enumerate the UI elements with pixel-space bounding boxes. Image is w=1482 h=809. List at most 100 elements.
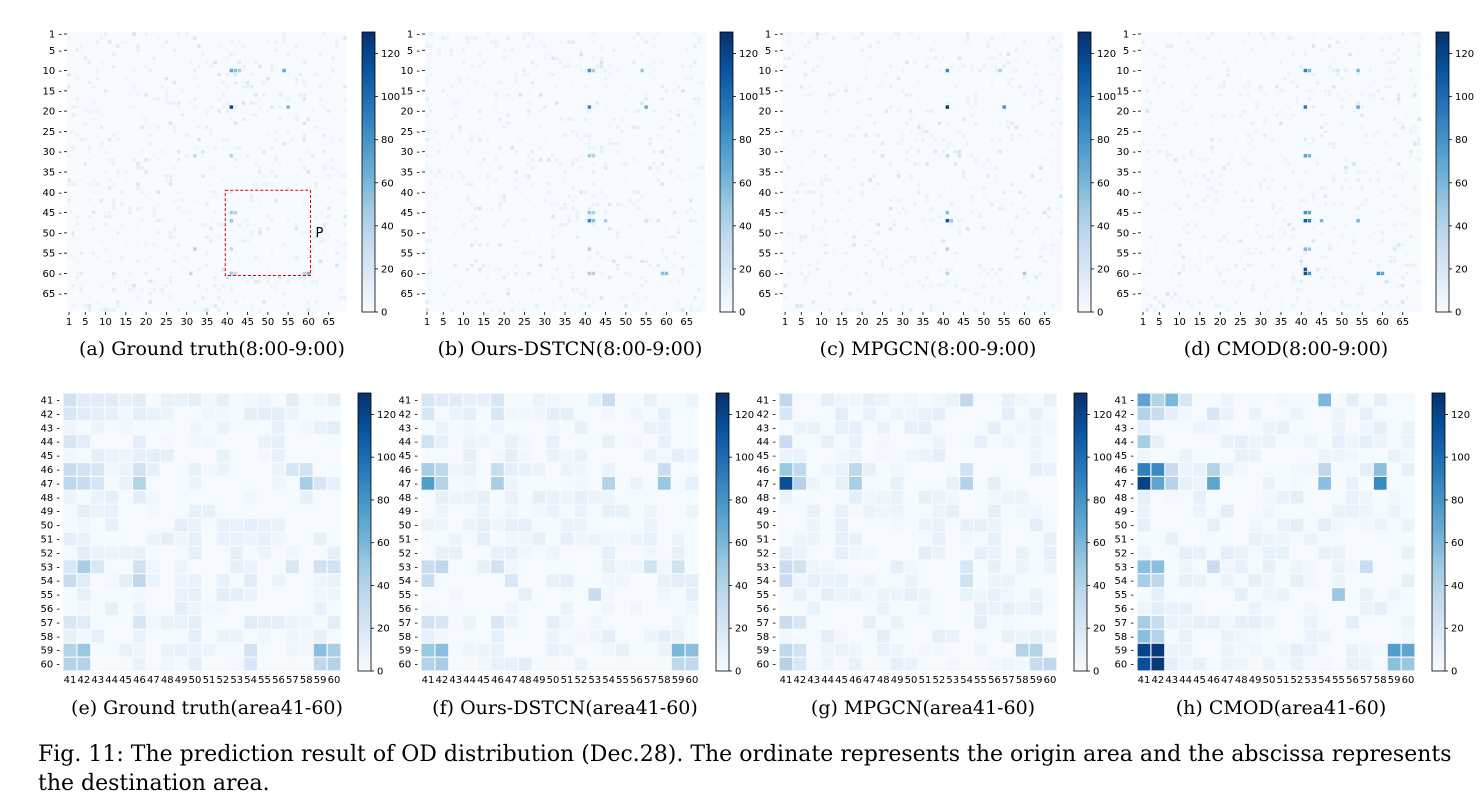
heatmap-cell [1051,235,1055,239]
heatmap-cell [872,178,877,182]
heatmap-cell [671,490,685,504]
heatmap-cell [974,407,987,421]
heatmap-cell [299,463,313,476]
heatmap-cell [799,162,803,166]
heatmap-cell [486,243,490,247]
heatmap-cell [644,137,648,142]
heatmap-cell [132,105,136,109]
heatmap-cell [1304,477,1318,490]
y-tick-label: 49 - [398,507,418,518]
heatmap-cell [1319,231,1324,235]
colorbar-tick-label: 40 [1097,221,1110,232]
heatmap-cell [180,149,185,154]
heatmap-cell [904,546,918,560]
heatmap-cell [164,101,169,105]
heatmap-cell [498,117,502,121]
heatmap-cell [164,76,169,81]
heatmap-cell [644,279,648,284]
y-tick-label: 45 - [40,451,60,462]
heatmap-cell [1368,235,1373,239]
heatmap-cell [244,643,257,657]
heatmap-cell [1275,113,1279,117]
heatmap-cell [221,93,225,97]
colorbar-tick-label: 120 [1097,49,1116,60]
heatmap-cell [1318,532,1331,546]
heatmap-cell [152,97,156,101]
heatmap-cell [988,616,1001,629]
heatmap-cell [230,602,244,615]
heatmap-cell [941,56,946,61]
heatmap-cell [827,283,832,288]
heatmap-cell [1364,198,1368,203]
heatmap-cell [105,435,118,448]
heatmap-cell [1234,137,1239,142]
heatmap-cell [860,32,864,36]
heatmap-cell [1034,178,1039,182]
x-tick-label: 50 [262,317,275,328]
heatmap-cell [1161,52,1166,57]
heatmap-cell [1360,287,1364,292]
heatmap-cell [579,68,583,73]
heatmap-cell [522,308,527,312]
heatmap-cell [917,182,921,186]
heatmap-cell [1318,616,1331,629]
heatmap-cell [1030,300,1035,304]
heatmap-cell [1396,283,1401,288]
heatmap-cell [209,129,213,134]
heatmap-cell [547,72,551,77]
heatmap-cell [1344,158,1348,162]
x-tick-label: 58 [1016,675,1029,686]
y-tick-label: 42 - [398,409,418,420]
heatmap-cell [860,97,864,101]
heatmap-cell [498,206,502,211]
heatmap-cell [779,477,793,490]
heatmap-cell [1198,251,1202,255]
heatmap-cell [1006,235,1010,239]
heatmap-cell [486,137,490,142]
y-tick-label: 50 - [756,521,776,532]
heatmap-cell [685,643,699,657]
heatmap-cell [864,125,868,130]
heatmap-cell [1210,121,1214,126]
heatmap-cell [1014,255,1019,259]
heatmap-cell [904,602,918,615]
heatmap-cell [105,532,118,546]
heatmap-cell [1401,275,1405,280]
heatmap-cell [844,251,848,255]
heatmap-cell [657,574,671,587]
x-tick-label: 51 [919,675,932,686]
heatmap-cell [202,616,216,629]
heatmap-cell [310,263,315,268]
heatmap-cell [132,158,136,162]
heatmap-cell [230,616,244,629]
heatmap-cell [1179,574,1192,587]
heatmap-cell [998,68,1002,73]
heatmap-cell [244,449,257,462]
y-tick-label: 45 - [42,208,62,219]
heatmap-cell [1276,588,1290,601]
heatmap-cell [339,296,343,300]
heatmap-cell [133,407,146,421]
heatmap-cell [1258,186,1263,190]
y-tick-label: 41 - [398,395,418,406]
heatmap-cell [1248,657,1262,671]
heatmap-cell [1207,463,1220,476]
heatmap-cell [1373,532,1387,546]
heatmap-cell [917,125,921,130]
heatmap-cell [579,52,583,57]
heatmap-cell [960,393,973,407]
heatmap-cell [807,296,812,300]
heatmap-cell [603,105,608,109]
heatmap-cell [477,435,490,448]
heatmap-cell [965,68,970,73]
heatmap-cell [896,76,901,81]
heatmap-cell [840,190,844,195]
heatmap-cell [233,271,238,276]
heatmap-cell [1238,93,1243,97]
heatmap-cell [884,247,889,251]
heatmap-cell [1356,178,1360,182]
heatmap-cell [461,60,466,65]
heatmap-cell [1149,259,1153,264]
heatmap-cell [1254,129,1259,134]
heatmap-cell [657,616,671,629]
